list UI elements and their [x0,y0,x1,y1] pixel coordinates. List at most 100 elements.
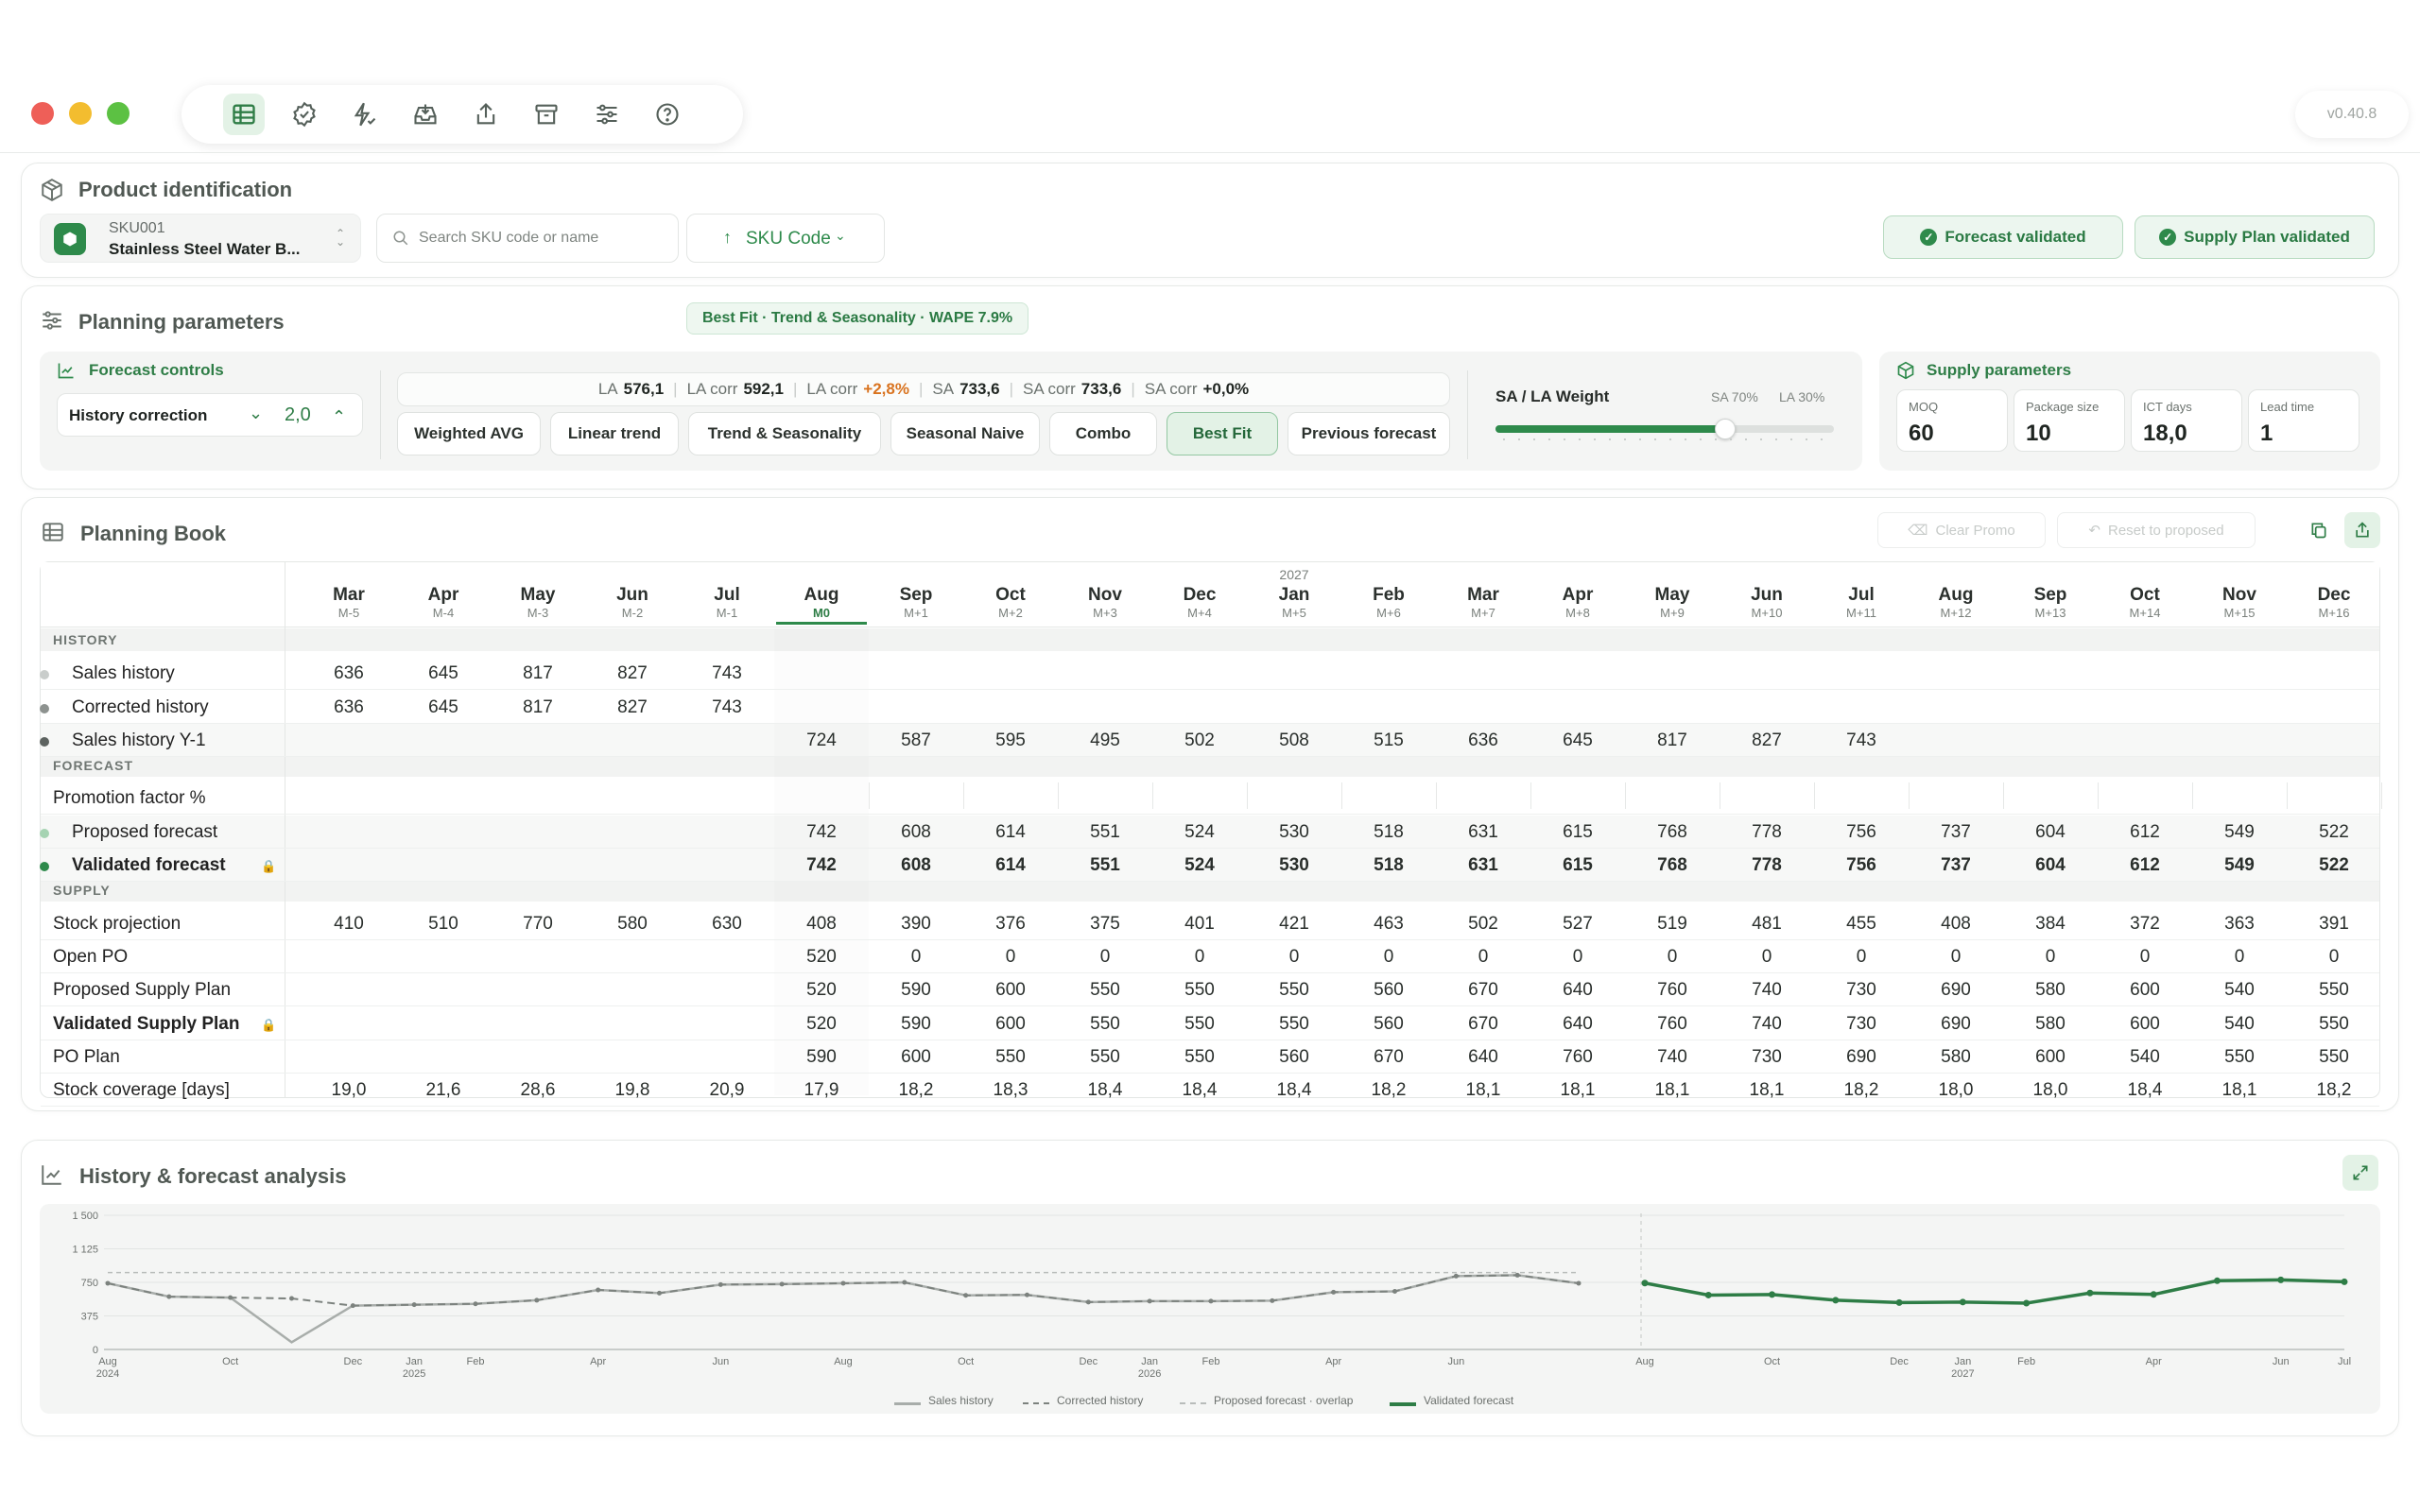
model-button-seasonal-naive[interactable]: Seasonal Naive [890,412,1040,455]
grid-cell[interactable]: 550 [1184,1047,1215,1067]
grid-cell[interactable]: 550 [1090,1014,1120,1034]
grid-cell[interactable]: 670 [1468,980,1498,1000]
clear-promo-button[interactable]: ⌫ Clear Promo [1877,512,2046,548]
grid-cell[interactable]: 690 [1941,1014,1971,1034]
grid-cell[interactable]: 551 [1090,822,1120,842]
archive-icon[interactable] [526,94,567,135]
grid-cell[interactable]: 580 [617,914,648,934]
supply-validated-badge[interactable]: ✓ Supply Plan validated [2135,215,2375,259]
grid-cell[interactable]: 760 [1657,1014,1687,1034]
grid-cell[interactable]: 730 [1752,1047,1782,1067]
grid-cell[interactable]: 740 [1752,980,1782,1000]
grid-cell[interactable]: 408 [806,914,837,934]
grid-cell[interactable]: 670 [1374,1047,1404,1067]
grid-cell[interactable]: 18,0 [2032,1080,2068,1100]
grid-cell[interactable]: 590 [806,1047,837,1067]
grid-cell[interactable]: 827 [617,663,648,683]
grid-cell[interactable]: 0 [1288,947,1300,967]
grid-cell[interactable]: 604 [2035,822,2066,842]
grid-cell[interactable]: 530 [1279,822,1309,842]
grid-cell[interactable]: 600 [995,980,1026,1000]
close-window-button[interactable] [31,102,54,125]
grid-cell[interactable]: 18,0 [1938,1080,1974,1100]
grid-cell[interactable]: 560 [1374,980,1404,1000]
grid-cell[interactable]: 375 [1090,914,1120,934]
grid-cell[interactable]: 743 [1846,730,1876,750]
grid-cell[interactable]: 636 [334,697,364,717]
grid-cell[interactable]: 17,9 [804,1080,839,1100]
grid-cell[interactable]: 0 [1667,947,1678,967]
table-icon[interactable] [223,94,265,135]
grid-cell[interactable]: 760 [1657,980,1687,1000]
grid-cell[interactable]: 540 [2224,980,2255,1000]
grid-cell[interactable]: 0 [1856,947,1867,967]
grid-cell[interactable]: 0 [1194,947,1205,967]
supply-param-lead-time[interactable]: Lead time 1 [2248,389,2360,452]
grid-cell[interactable]: 390 [901,914,931,934]
supply-param-package-size[interactable]: Package size 10 [2014,389,2125,452]
export-icon[interactable] [2344,512,2380,548]
grid-cell[interactable]: 595 [995,730,1026,750]
grid-cell[interactable]: 384 [2035,914,2066,934]
grid-cell[interactable]: 580 [2035,980,2066,1000]
grid-cell[interactable]: 742 [806,822,837,842]
grid-cell[interactable]: 510 [428,914,458,934]
grid-cell[interactable]: 645 [428,697,458,717]
grid-cell[interactable]: 640 [1563,1014,1593,1034]
copy-icon[interactable] [2301,512,2337,548]
grid-cell[interactable]: 550 [2224,1047,2255,1067]
grid-cell[interactable]: 0 [1383,947,1394,967]
supply-param-moq[interactable]: MOQ 60 [1896,389,2008,452]
grid-cell[interactable]: 19,8 [614,1080,650,1100]
grid-cell[interactable]: 18,1 [1560,1080,1596,1100]
grid-cell[interactable]: 18,1 [1465,1080,1501,1100]
grid-cell[interactable]: 778 [1752,855,1782,875]
grid-cell[interactable]: 502 [1184,730,1215,750]
grid-cell[interactable]: 540 [2224,1014,2255,1034]
grid-cell[interactable]: 590 [901,1014,931,1034]
grid-cell[interactable]: 0 [1950,947,1962,967]
grid-cell[interactable]: 600 [2035,1047,2066,1067]
grid-cell[interactable]: 540 [2130,1047,2160,1067]
grid-cell[interactable]: 19,0 [331,1080,367,1100]
grid-cell[interactable]: 21,6 [425,1080,461,1100]
grid-cell[interactable]: 18,1 [1749,1080,1785,1100]
grid-cell[interactable]: 18,1 [2221,1080,2257,1100]
model-button-linear-trend[interactable]: Linear trend [550,412,679,455]
grid-cell[interactable]: 18,2 [898,1080,934,1100]
grid-cell[interactable]: 463 [1374,914,1404,934]
grid-cell[interactable]: 615 [1563,855,1593,875]
sliders-icon[interactable] [586,94,628,135]
grid-cell[interactable]: 690 [1846,1047,1876,1067]
grid-cell[interactable]: 608 [901,855,931,875]
grid-cell[interactable]: 18,1 [1654,1080,1690,1100]
sku-selector[interactable]: SKU001 Stainless Steel Water B... ⌃ ⌄ [40,214,361,263]
help-icon[interactable] [647,94,688,135]
chevron-down-icon[interactable]: ⌄ [249,404,264,422]
grid-cell[interactable]: 518 [1374,855,1404,875]
grid-cell[interactable]: 730 [1846,980,1876,1000]
grid-cell[interactable]: 18,4 [2127,1080,2163,1100]
grid-cell[interactable]: 604 [2035,855,2066,875]
model-button-trend-seasonality[interactable]: Trend & Seasonality [688,412,881,455]
grid-cell[interactable]: 524 [1184,855,1215,875]
grid-cell[interactable]: 18,2 [2316,1080,2352,1100]
grid-cell[interactable]: 645 [1563,730,1593,750]
grid-cell[interactable]: 580 [1941,1047,1971,1067]
grid-cell[interactable]: 636 [1468,730,1498,750]
grid-cell[interactable]: 376 [995,914,1026,934]
grid-cell[interactable]: 550 [2319,1014,2349,1034]
minimize-window-button[interactable] [69,102,92,125]
grid-cell[interactable]: 520 [806,1014,837,1034]
grid-cell[interactable]: 520 [806,980,837,1000]
grid-cell[interactable]: 615 [1563,822,1593,842]
grid-cell[interactable]: 740 [1752,1014,1782,1034]
grid-cell[interactable]: 363 [2224,914,2255,934]
grid-cell[interactable]: 0 [2234,947,2245,967]
chevron-up-icon[interactable]: ⌃ [332,407,347,426]
grid-cell[interactable]: 630 [712,914,742,934]
forecast-validated-badge[interactable]: ✓ Forecast validated [1883,215,2123,259]
grid-cell[interactable]: 18,2 [1371,1080,1407,1100]
grid-cell[interactable]: 737 [1941,855,1971,875]
grid-cell[interactable]: 817 [523,697,553,717]
